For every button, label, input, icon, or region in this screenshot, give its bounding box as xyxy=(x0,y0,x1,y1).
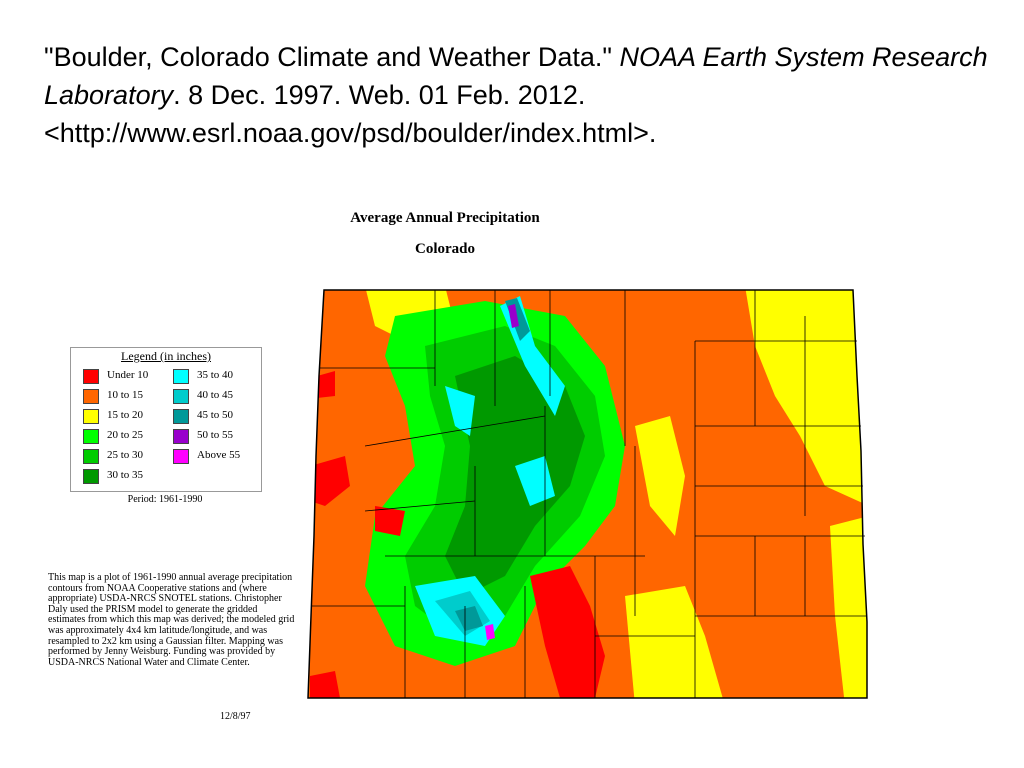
zone-35-40-parkrange xyxy=(445,386,475,436)
legend-label: 35 to 40 xyxy=(197,369,234,381)
zone-50-55 xyxy=(508,304,519,328)
legend-swatch xyxy=(83,449,99,464)
map-date: 12/8/97 xyxy=(220,711,251,722)
legend-swatch xyxy=(83,409,99,424)
legend-title: Legend (in inches) xyxy=(121,349,211,363)
map-legend: Legend (in inches) Under 10 10 to 15 15 … xyxy=(70,347,262,492)
legend-label: 45 to 50 xyxy=(197,409,234,421)
legend-label: 20 to 25 xyxy=(107,429,144,441)
zone-15-20-front-range xyxy=(635,416,685,536)
map-title: Average Annual Precipitation xyxy=(350,210,540,226)
citation-date-url: . 8 Dec. 1997. Web. 01 Feb. 2012. <http:… xyxy=(44,80,657,148)
legend-swatch xyxy=(83,469,99,484)
period-label: Period: 1961-1990 xyxy=(127,494,203,505)
map-subtitle: Colorado xyxy=(415,241,475,257)
map-notes: This map is a plot of 1961-1990 annual a… xyxy=(48,572,295,668)
zone-under-10-southwest xyxy=(310,671,340,698)
zone-45-50 xyxy=(455,606,483,631)
county-line xyxy=(364,500,476,512)
legend-swatch xyxy=(173,429,189,444)
legend-swatch xyxy=(173,389,189,404)
legend-swatch xyxy=(173,409,189,424)
zone-30-35 xyxy=(445,356,585,596)
legend-label: 10 to 15 xyxy=(107,389,144,401)
legend-swatch xyxy=(83,389,99,404)
zone-under-10-northwest xyxy=(317,371,335,398)
zone-under-10-grand-valley xyxy=(375,506,405,536)
legend-swatch xyxy=(173,449,189,464)
zone-15-20-east xyxy=(830,516,867,698)
county-boundaries xyxy=(311,290,867,698)
legend-swatch xyxy=(173,369,189,384)
legend-label: 40 to 45 xyxy=(197,389,234,401)
county-line xyxy=(364,415,546,447)
legend-label: 25 to 30 xyxy=(107,449,144,461)
citation-title: "Boulder, Colorado Climate and Weather D… xyxy=(44,42,620,72)
precipitation-zones xyxy=(308,290,867,698)
zone-under-10-west xyxy=(310,456,350,506)
legend-label: Under 10 xyxy=(107,369,149,381)
legend-swatch xyxy=(83,369,99,384)
legend-label: Above 55 xyxy=(197,449,241,461)
zone-above-55 xyxy=(485,624,495,640)
legend-swatch xyxy=(83,429,99,444)
legend-label: 15 to 20 xyxy=(107,409,144,421)
legend-label: 30 to 35 xyxy=(107,469,144,481)
legend-label: 50 to 55 xyxy=(197,429,234,441)
zone-under-10-san-luis xyxy=(530,566,605,698)
zone-15-20-southeast xyxy=(625,586,725,698)
citation-source: NOAA Earth System Research Laboratory xyxy=(44,42,988,110)
citation-text: "Boulder, Colorado Climate and Weather D… xyxy=(44,38,1004,152)
state-boundary xyxy=(307,289,868,699)
colorado-precipitation-map xyxy=(307,289,868,699)
